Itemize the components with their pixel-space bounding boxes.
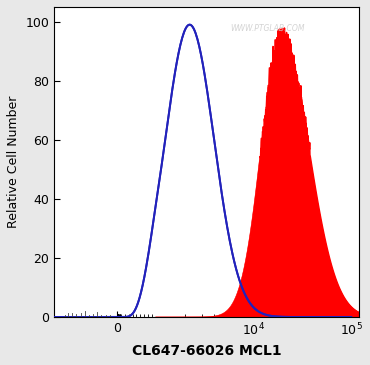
X-axis label: CL647-66026 MCL1: CL647-66026 MCL1	[132, 344, 282, 358]
Y-axis label: Relative Cell Number: Relative Cell Number	[7, 96, 20, 228]
Text: WWW.PTGLAB.COM: WWW.PTGLAB.COM	[230, 24, 305, 33]
